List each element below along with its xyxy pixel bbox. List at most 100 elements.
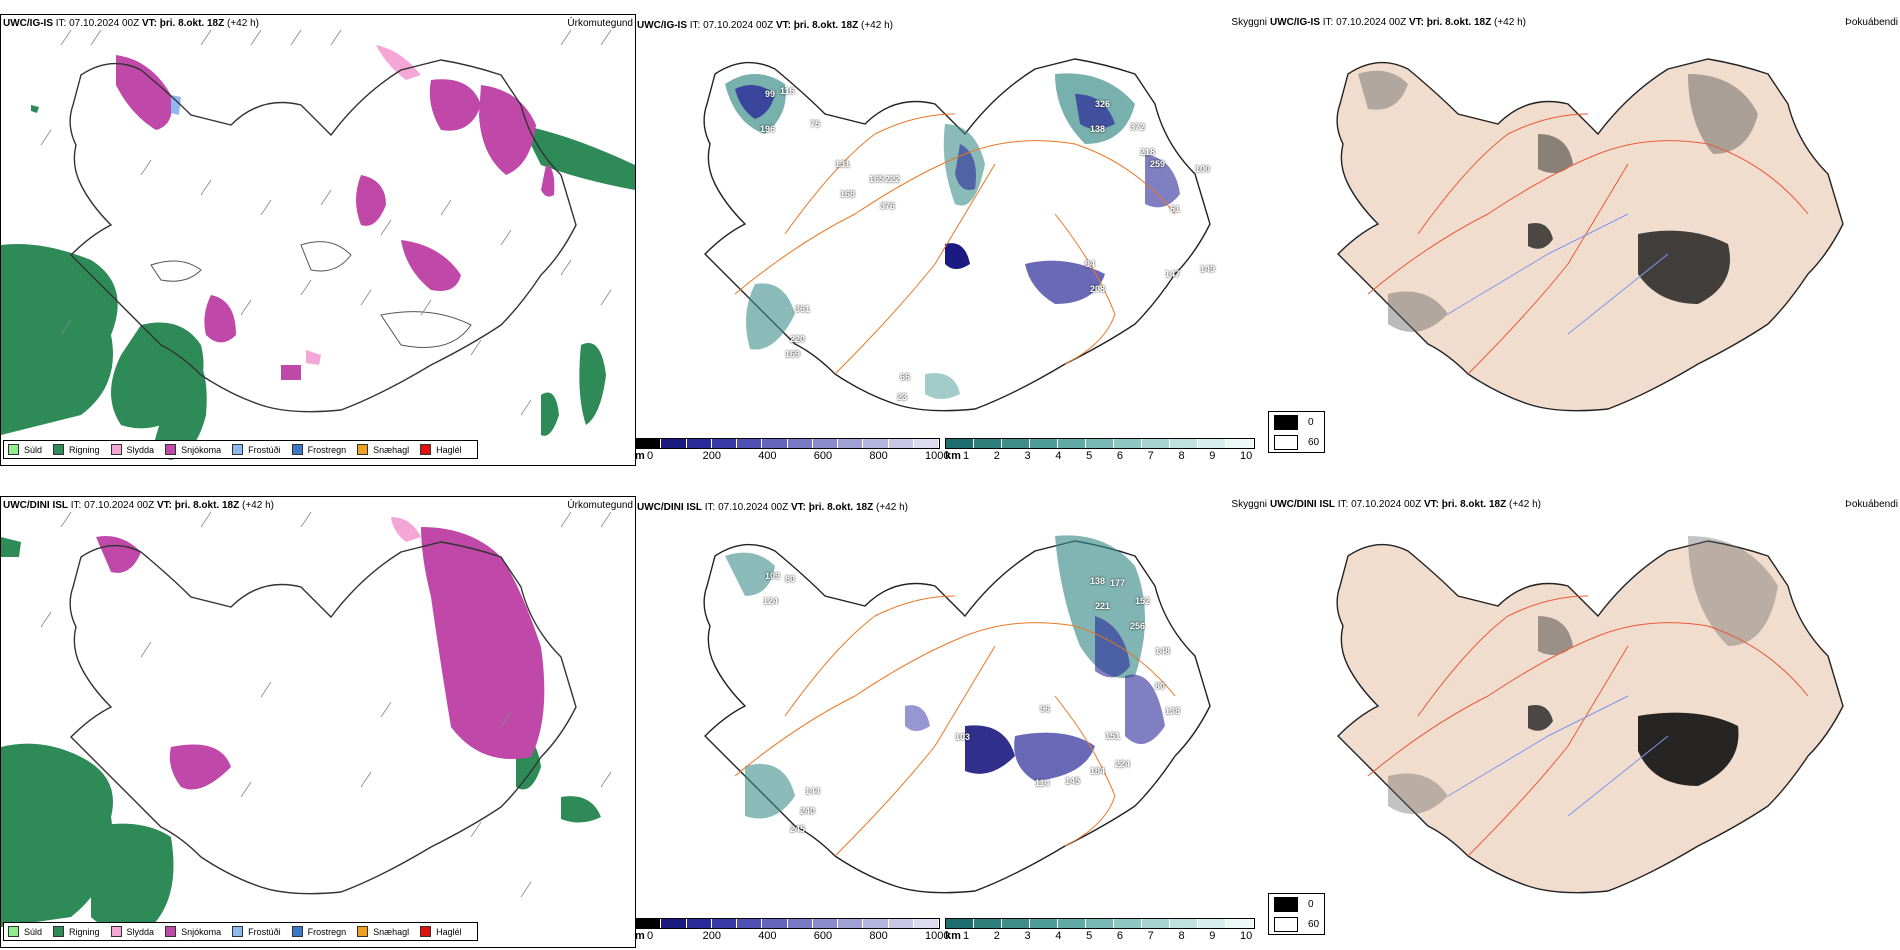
panel-precip-type-bottom: UWC/DINI ISL IT: 07.10.2024 00Z VT: þri.… [0,496,636,948]
visibility-value-labels-bottom: 109 80 124 138 177 221 152 256 148 80 138 96 103 114 1… [635,496,1269,916]
colorbar-gradient [945,918,1255,929]
colorbar-tick-label: 1 [963,930,970,942]
colorbar-tick-label: 0 [647,450,654,462]
it-label: IT: [70,500,82,511]
legend-item: Rigning [53,926,100,937]
visibility-value-label: 103 [955,732,971,742]
colorbar-bin [888,439,914,448]
it-value: 07.10.2024 00Z [1336,17,1407,28]
fog-legend-label: 0 [1308,416,1314,428]
row1-panel2-title: UWC/IG-IS IT: 07.10.2024 00Z VT: þri. 8.… [637,20,893,31]
colorbar-bin [913,919,939,928]
panel-title-fog: Þokuábendi [1845,17,1898,28]
visibility-value-label: 376 [880,201,896,211]
lead-time: (+42 h) [227,18,259,29]
visibility-map-top [703,58,1211,412]
legend-label: Haglél [436,926,462,937]
colorbar-tick-label: 6 [1116,450,1123,462]
legend-swatch [53,926,65,937]
vt-value: þri. 8.okt. 18Z [1426,17,1492,28]
it-label: IT: [704,502,716,513]
model-name: UWC/DINI ISL [637,502,702,513]
panel-title-precip-type: Úrkomutegund [567,18,633,29]
legend-swatch [8,926,19,937]
legend-label: Rigning [69,444,100,455]
colorbar-bin [1226,439,1254,448]
legend-swatch [8,444,19,455]
legend-label: Slydda [126,926,155,937]
colorbar-bin [1198,439,1226,448]
visibility-value-label: 245 [790,824,806,834]
colorbar-tick-label: 4 [1055,450,1062,462]
visibility-value-label: 147 [1165,269,1181,279]
colorbar-bin [946,439,974,448]
visibility-value-label: 222 [885,174,901,184]
panel-title-visibility: Skyggni [1231,499,1267,510]
row2-panel1-title: UWC/DINI ISL IT: 07.10.2024 00Z VT: þri.… [3,500,274,511]
legend-item: Súld [8,926,42,937]
model-name: UWC/DINI ISL [3,500,68,511]
it-value: 07.10.2024 00Z [84,500,155,511]
visibility-value-label: 240 [800,806,816,816]
legend-swatch [53,444,65,455]
legend-swatch [420,444,432,455]
colorbar-bin [1002,439,1030,448]
colorbar-gradient [945,438,1255,449]
colorbar-bin [1030,439,1058,448]
colorbar-bin [1058,439,1086,448]
it-label: IT: [689,20,701,31]
colorbar-bin [1086,439,1114,448]
fog-legend-item: 60 [1269,914,1324,934]
colorbar-tick-label: 800 [869,450,888,462]
legend-item: Snjókoma [165,926,221,937]
legend-item: Snæhagl [357,444,409,455]
colorbar-bin [1114,919,1142,928]
legend-item: Slydda [110,926,155,937]
colorbar-tick-label: 10 [1240,930,1253,942]
colorbar-tick-label: 5 [1086,450,1093,462]
panel-fog-top: UWC/IG-IS IT: 07.10.2024 00Z VT: þri. 8.… [1268,14,1900,464]
visibility-value-label: 218 [1140,147,1156,157]
it-value: 07.10.2024 00Z [1351,499,1422,510]
fog-legend: 0 60 [1268,411,1326,453]
colorbar-bin [737,919,763,928]
visibility-value-label: 168 [840,189,856,199]
colorbar-unit: m [635,450,645,462]
legend-swatch [165,444,177,455]
precip-legend: Súld Rigning Slydda Snjókoma Frostúði Frostre… [3,922,478,941]
colorbar-tick-label: 8 [1178,450,1185,462]
legend-item: Rigning [53,444,100,455]
colorbar-bin [1142,439,1170,448]
panel-precip-type-top: UWC/IG-IS IT: 07.10.2024 00Z VT: þri. 8.… [0,14,636,466]
model-name: UWC/DINI ISL [1270,499,1335,510]
vt-label: VT: [1408,17,1424,28]
colorbar-tick-label: 1 [963,450,970,462]
row1-panel3-title: UWC/IG-IS IT: 07.10.2024 00Z VT: þri. 8.… [1270,17,1526,28]
fog-legend-item: 60 [1269,432,1324,452]
legend-swatch [232,444,244,455]
colorbar-bin [812,919,838,928]
it-value: 07.10.2024 00Z [703,20,774,31]
visibility-value-label: 80 [785,574,796,584]
visibility-value-label: 208 [1090,284,1106,294]
model-name: UWC/IG-IS [637,20,687,31]
colorbar-bin [974,439,1002,448]
colorbar-tick-label: 10 [1240,450,1253,462]
colorbar-bin [711,919,737,928]
row2-panel3-title: UWC/DINI ISL IT: 07.10.2024 00Z VT: þri.… [1270,499,1541,510]
visibility-value-label: 94 [1085,259,1096,269]
visibility-colorbar-meters: m 0 200 400 600 800 1000 [635,918,949,944]
precip-type-map-bottom [1,511,612,931]
visibility-value-label: 165 [869,174,885,184]
visibility-value-label: 80 [1155,681,1166,691]
visibility-value-label: 196 [760,124,776,134]
colorbar-bin [787,919,813,928]
row2-panel2-title: UWC/DINI ISL IT: 07.10.2024 00Z VT: þri.… [637,502,908,513]
lead-time: (+42 h) [1509,499,1541,510]
legend-label: Rigning [69,926,100,937]
legend-label: Frostregn [307,444,347,455]
legend-label: Frostregn [307,926,347,937]
fog-legend-item: 0 [1269,894,1324,914]
colorbar-tick-label: 800 [869,930,888,942]
vt-label: VT: [790,502,806,513]
